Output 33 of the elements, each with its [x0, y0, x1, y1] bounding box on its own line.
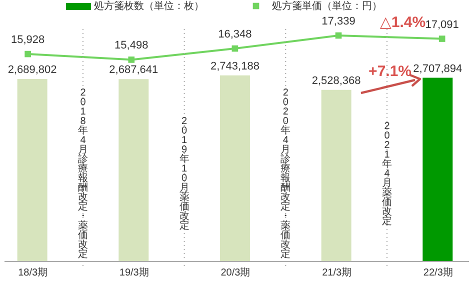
point — [128, 56, 135, 63]
text: △1.4% — [380, 14, 426, 31]
annotation: +7.1% — [368, 63, 412, 80]
x-tick-label: 18/3期 — [18, 266, 48, 278]
data-label: 17,091 — [425, 18, 459, 31]
text: 2019年10月薬価改定 — [179, 116, 190, 232]
data-label: 17,339 — [322, 16, 356, 28]
point — [335, 32, 342, 39]
bar — [220, 75, 250, 261]
data-label: 2,689,802 — [8, 64, 57, 76]
data-label: 2,687,641 — [109, 64, 158, 76]
text: 2021年4月薬価改定 — [382, 120, 392, 227]
legend-label: 処方箋枚数（単位：枚） — [94, 0, 204, 12]
text: 2018年4月診療報酬改定・薬価改定 — [78, 88, 88, 260]
data-label: 2,707,894 — [413, 62, 462, 75]
point — [438, 36, 446, 42]
bar — [118, 79, 149, 261]
x-tick-label: 20/3期 — [220, 266, 250, 278]
x-tick-label: 22/3期 — [423, 266, 453, 278]
data-label: 2,528,368 — [312, 74, 361, 87]
point — [232, 45, 238, 52]
legend-label: 処方箋単価（単位：円） — [272, 0, 382, 12]
text: 2020年4月診療報酬改定・薬価改定 — [280, 88, 291, 260]
data-label: 16,348 — [218, 28, 252, 41]
bar — [422, 78, 453, 261]
data-label: 15,498 — [114, 40, 148, 52]
x-tick-label: 21/3期 — [322, 266, 352, 278]
data-label: 2,743,188 — [210, 60, 260, 72]
point — [24, 50, 31, 58]
data-label: 15,928 — [10, 34, 45, 46]
x-tick-label: 19/3期 — [119, 266, 149, 278]
bar — [321, 90, 352, 261]
bar — [17, 79, 48, 261]
